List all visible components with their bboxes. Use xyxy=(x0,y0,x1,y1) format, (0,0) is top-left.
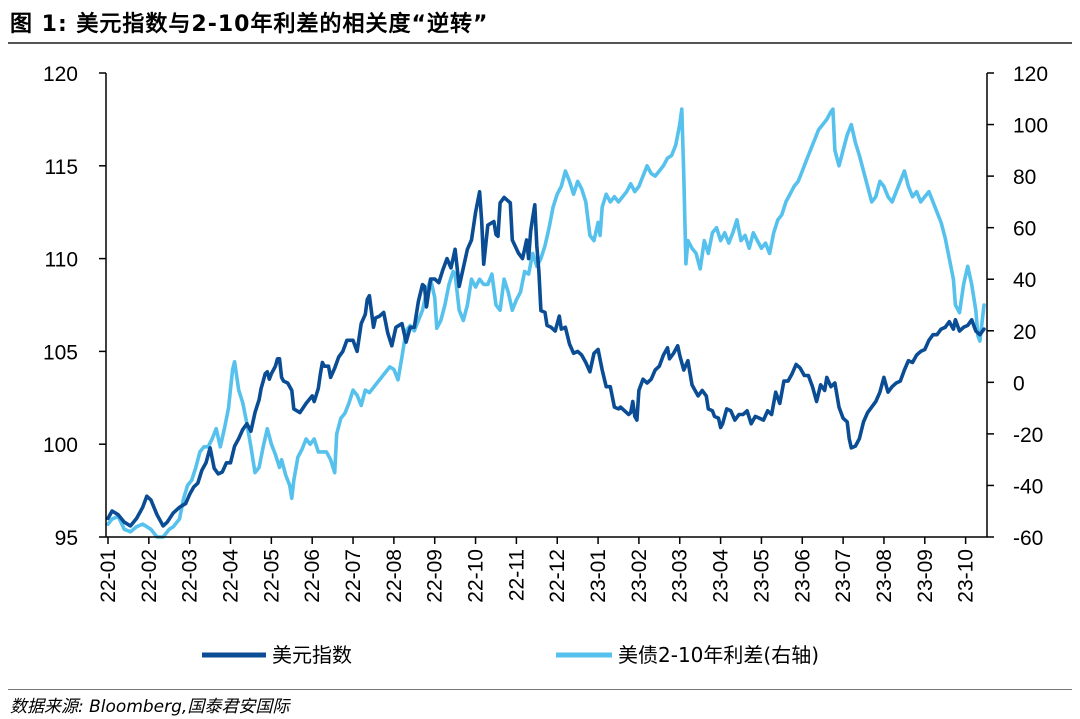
y-right-tick-label: 120 xyxy=(1013,63,1048,86)
x-tick-label: 22-12 xyxy=(546,549,569,603)
y-left-tick-label: 100 xyxy=(43,434,78,457)
y-left-tick-label: 95 xyxy=(55,527,78,550)
legend-item-2-10-spread-label: 美债2-10年利差(右轴) xyxy=(618,643,819,667)
x-tick-label: 22-10 xyxy=(465,549,488,603)
series-line-dollar-index xyxy=(106,190,986,528)
source-note: 数据来源: Bloomberg,国泰君安国际 xyxy=(10,697,290,717)
x-tick-label: 22-04 xyxy=(220,549,243,603)
y-right-tick-label: -40 xyxy=(1013,475,1043,498)
x-tick-label: 22-07 xyxy=(342,549,365,603)
y-left-tick-label: 120 xyxy=(43,63,78,86)
title-rule xyxy=(8,42,1072,44)
y-right-tick-label: 20 xyxy=(1013,321,1036,344)
x-tick-label: 22-02 xyxy=(138,549,161,603)
plot-area xyxy=(106,107,986,539)
y-right-tick-label: 100 xyxy=(1013,115,1048,138)
x-tick-label: 23-09 xyxy=(914,549,937,603)
x-tick-label: 23-01 xyxy=(587,549,610,603)
y-left-tick-label: 110 xyxy=(45,249,78,272)
y-right-tick-label: 60 xyxy=(1013,218,1036,241)
x-tick-label: 22-09 xyxy=(424,549,447,603)
y-right-tick-label: 0 xyxy=(1013,372,1025,395)
figure-header: 图 1: 美元指数与2-10年利差的相关度“逆转” xyxy=(8,2,1072,44)
x-tick-label: 22-11 xyxy=(505,549,528,601)
y-right-tick-label: -20 xyxy=(1013,424,1043,447)
x-tick-label: 23-08 xyxy=(873,549,896,603)
y-right-tick-label: 80 xyxy=(1013,166,1036,189)
series-line-2-10-spread xyxy=(106,107,986,539)
footer-rule xyxy=(8,689,1072,690)
y-right-tick-label: 40 xyxy=(1013,269,1036,292)
x-tick-label: 23-10 xyxy=(955,549,978,603)
x-tick-label: 22-01 xyxy=(97,549,120,603)
x-tick-label: 22-05 xyxy=(260,549,283,603)
y-right-tick-label: -60 xyxy=(1013,527,1043,550)
axes: 95 100 105 110 115 120 -60 -40 -20 0 20 40 60 80 100 12… xyxy=(43,63,1048,603)
x-tick-label: 22-06 xyxy=(301,549,324,603)
figure-title: 图 1: 美元指数与2-10年利差的相关度“逆转” xyxy=(10,12,489,37)
y-left-tick-label: 115 xyxy=(45,156,78,179)
y-left-tick-label: 105 xyxy=(43,341,78,364)
legend: 美元指数 美债2-10年利差(右轴) xyxy=(202,643,819,667)
x-tick-label: 23-05 xyxy=(750,549,773,603)
x-tick-label: 23-02 xyxy=(628,549,651,603)
x-tick-label: 23-06 xyxy=(791,549,814,603)
x-tick-label: 22-08 xyxy=(383,549,406,603)
x-tick-label: 23-07 xyxy=(832,549,855,603)
x-tick-label: 23-03 xyxy=(669,549,692,603)
legend-item-dollar-index-label: 美元指数 xyxy=(272,643,352,667)
x-tick-label: 22-03 xyxy=(179,549,202,603)
x-tick-label: 23-04 xyxy=(710,549,733,603)
